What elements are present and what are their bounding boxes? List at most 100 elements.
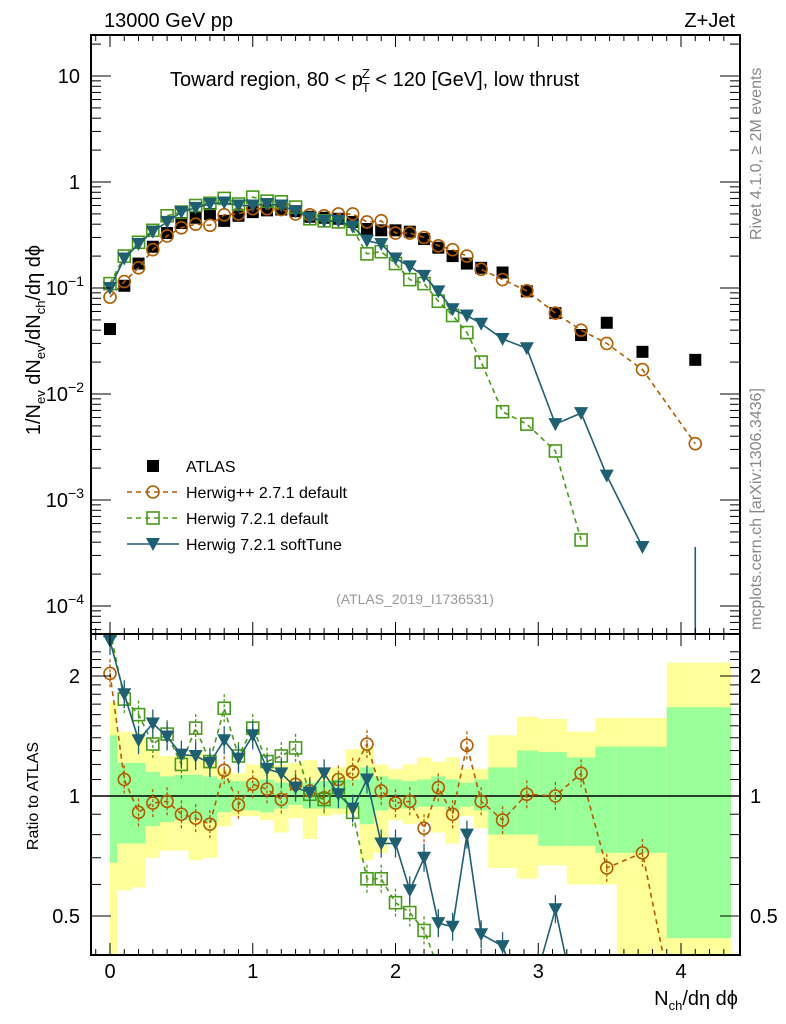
ratio-data-point	[388, 895, 403, 910]
data-point	[104, 323, 116, 336]
ratio-series-herwig-2-7-1-default	[103, 659, 665, 955]
main-y-tick-label: 10−3	[46, 485, 84, 512]
main-y-axis-label: 1/Nev dNev/dNch/dη dϕ	[23, 245, 48, 435]
data-point	[460, 249, 474, 263]
ratio-data-point	[302, 786, 317, 800]
ratio-data-point	[432, 962, 444, 974]
series-line	[109, 196, 582, 541]
legend-item: Herwig 7.2.1 softTune	[127, 537, 342, 554]
plot-title-post: < 120 [GeV], low thrust	[370, 69, 580, 91]
data-point	[445, 242, 460, 257]
ratio-data-point	[131, 734, 146, 748]
data-point	[260, 198, 275, 212]
data-point	[345, 207, 360, 221]
ratio-data-point	[417, 821, 431, 836]
data-point	[688, 436, 703, 451]
plot-title-sub: T	[362, 80, 370, 95]
data-point	[288, 205, 303, 219]
data-point	[635, 362, 650, 377]
legend-item: Herwig 7.2.1 default	[127, 511, 329, 528]
data-point	[345, 220, 360, 234]
ratio-y-tick-label-left: 2	[69, 666, 80, 688]
ratio-series-layer	[91, 634, 740, 974]
ratio-data-point	[231, 752, 246, 766]
inner-band-bin	[131, 762, 146, 844]
inner-band-bin	[416, 779, 432, 807]
data-point	[175, 217, 188, 230]
data-point	[635, 541, 650, 555]
inner-band-bin	[145, 771, 160, 827]
ratio-y-tick-label-left: 0.5	[52, 906, 80, 928]
ratio-data-point	[445, 807, 460, 822]
data-point	[231, 199, 246, 213]
ratio-data-point	[117, 688, 132, 702]
x-axis-label: Nch/dη dϕ	[654, 988, 738, 1013]
ratio-data-point	[245, 777, 260, 792]
ratio-data-point	[260, 782, 274, 797]
data-point	[599, 469, 614, 483]
data-point	[146, 242, 160, 257]
ratio-data-point	[174, 807, 189, 822]
data-point	[132, 257, 145, 270]
rivet-version-label: Rivet 4.1.0, ≥ 2M events	[748, 68, 765, 240]
ratio-data-point	[635, 846, 650, 860]
ratio-data-point	[445, 920, 460, 934]
data-point	[417, 269, 432, 283]
ratio-data-point	[288, 741, 303, 755]
ratio-axes: 0 1 2 3 4 0.5 0.5 1 1 2 2	[52, 633, 778, 983]
ratio-data-point	[459, 828, 474, 842]
data-point	[474, 355, 488, 369]
data-point	[402, 272, 417, 287]
data-point	[359, 234, 374, 248]
data-point	[388, 252, 403, 266]
main-y-tick-label: 10−1	[46, 273, 84, 300]
ratio-data-point	[131, 805, 146, 820]
ratio-data-point	[260, 762, 275, 776]
data-point	[374, 238, 389, 252]
ratio-data-point	[402, 794, 417, 809]
data-point	[495, 404, 510, 419]
data-point	[520, 285, 533, 298]
data-point	[520, 417, 534, 431]
data-point	[431, 285, 446, 299]
inner-band-bin	[388, 779, 403, 809]
data-point	[203, 218, 217, 233]
series-herwig-7-2-1-softtune	[103, 196, 650, 555]
ratio-data-point	[431, 917, 446, 931]
data-point	[118, 279, 131, 292]
inner-band-bin	[110, 735, 118, 863]
ratio-data-point	[188, 749, 203, 763]
data-point	[188, 201, 203, 215]
data-point	[131, 238, 146, 252]
ratio-data-point	[203, 817, 217, 831]
data-point	[117, 252, 132, 266]
data-point	[217, 196, 232, 210]
ratio-data-point	[402, 905, 417, 920]
data-point	[417, 230, 431, 245]
ratio-data-point	[146, 737, 160, 751]
data-point	[360, 223, 373, 236]
data-point	[520, 284, 534, 298]
ratio-data-point	[131, 707, 146, 722]
ratio-data-point	[402, 884, 417, 898]
data-point	[389, 224, 402, 237]
data-point	[174, 206, 189, 220]
ratio-data-point	[288, 781, 303, 795]
ratio-data-point	[417, 923, 431, 938]
data-point	[496, 266, 509, 279]
data-point	[600, 316, 613, 329]
header-energy-label: 13000 GeV pp	[104, 10, 233, 32]
inner-band-bin	[666, 707, 731, 939]
data-point	[402, 260, 417, 274]
ratio-data-point	[388, 837, 403, 851]
x-tick-label: 1	[247, 961, 258, 983]
data-point	[374, 214, 389, 228]
data-point	[495, 272, 510, 287]
ratio-data-point	[360, 737, 374, 751]
main-series-layer	[103, 190, 703, 634]
main-y-tick-label: 10−2	[46, 379, 84, 406]
data-point	[360, 247, 374, 261]
ratio-data-point	[174, 748, 189, 762]
data-point	[445, 303, 460, 317]
